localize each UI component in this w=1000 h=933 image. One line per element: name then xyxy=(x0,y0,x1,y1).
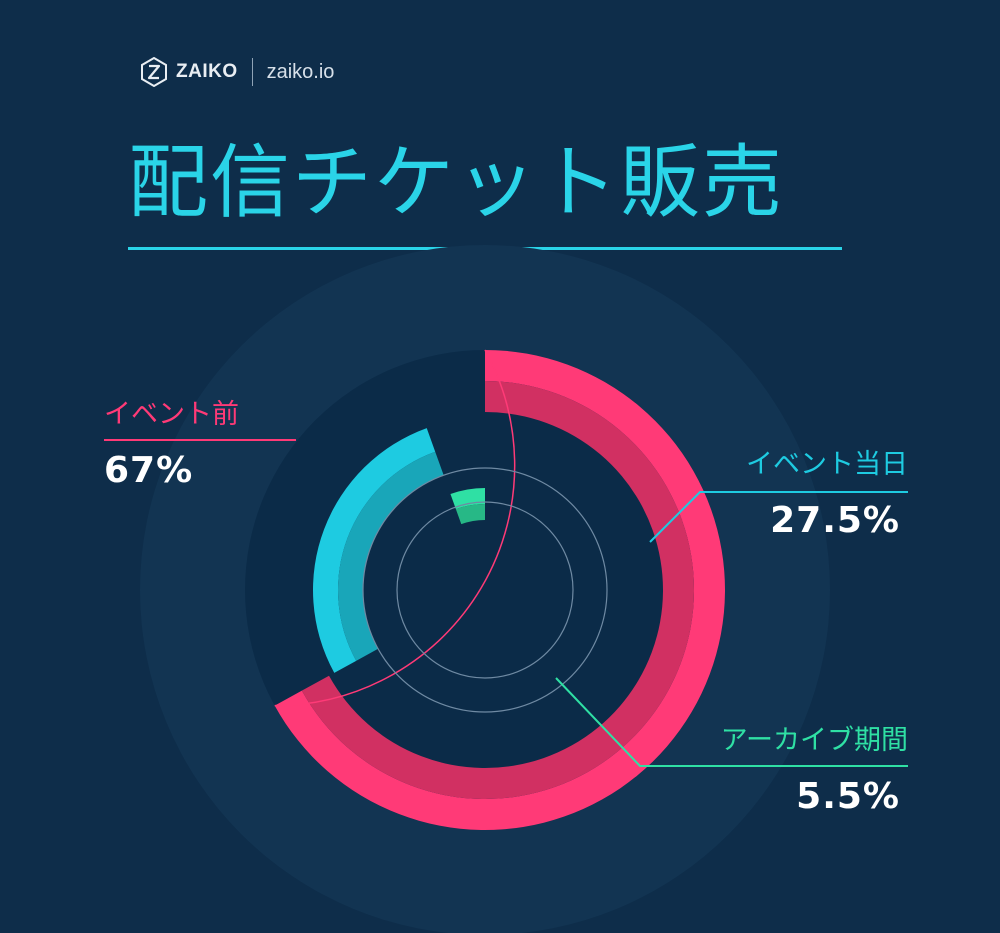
segment-2-inner xyxy=(455,504,485,525)
brand-divider xyxy=(251,58,253,86)
outer-track-outline xyxy=(274,349,516,707)
legend-label-event-day: イベント当日 xyxy=(746,449,908,480)
brand: ZAIKO zaiko.io xyxy=(140,55,334,89)
inner-track-circle-1 xyxy=(362,467,608,713)
brand-name: ZAIKO xyxy=(176,61,238,82)
legend-label-archive-period: アーカイブ期間 xyxy=(720,725,908,756)
legend-label-before-event: イベント前 xyxy=(104,399,239,430)
value-label-before-event: 67% xyxy=(104,450,194,491)
value-label-event-day: 27.5% xyxy=(770,500,900,541)
zaiko-logo-icon xyxy=(141,57,167,87)
leader-line-event-day xyxy=(649,491,908,543)
brand-url: zaiko.io xyxy=(266,60,335,83)
segment-2-outer xyxy=(450,488,485,510)
leader-line-archive-period xyxy=(555,677,908,767)
segment-1-outer xyxy=(313,428,436,673)
inner-track-circle-2 xyxy=(396,501,574,679)
page-title: 配信チケット販売 xyxy=(128,136,784,229)
segment-1-inner xyxy=(337,451,444,661)
value-label-archive-period: 5.5% xyxy=(796,776,900,817)
